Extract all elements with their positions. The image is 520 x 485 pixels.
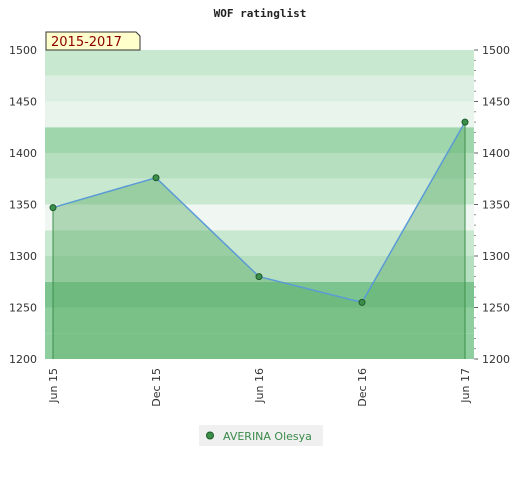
data-point[interactable]	[152, 174, 160, 182]
period-badge: 2015-2017	[45, 31, 141, 51]
legend-box	[199, 425, 323, 446]
data-point[interactable]	[358, 298, 366, 306]
background-band	[45, 153, 474, 179]
series-area	[53, 122, 465, 359]
background-band	[45, 101, 474, 128]
data-point[interactable]	[49, 204, 57, 212]
period-badge-box	[45, 31, 141, 51]
chart-title: WOF ratinglist	[214, 7, 307, 20]
data-point[interactable]	[255, 273, 263, 281]
x-tick-label: Dec 16	[356, 368, 369, 407]
x-tick-label: Jun 15	[47, 368, 60, 404]
y-tick-label-left: 1300	[9, 250, 37, 263]
y-tick-label-right: 1300	[482, 250, 510, 263]
y-axis-right: 1200 1250 1300 1350 1400 1450 1500	[474, 44, 510, 366]
y-tick-label-right: 1500	[482, 44, 510, 57]
y-tick-label-right: 1400	[482, 147, 510, 160]
y-tick-label-left: 1500	[9, 44, 37, 57]
data-points	[49, 118, 469, 306]
y-tick-label-left: 1200	[9, 353, 37, 366]
background-band	[45, 230, 474, 256]
background-band	[45, 204, 474, 231]
background-band	[45, 127, 474, 153]
y-tick-label-right: 1450	[482, 96, 510, 109]
x-tick-label: Jun 17	[459, 368, 472, 404]
y-tick-label-left: 1450	[9, 96, 37, 109]
background-band	[45, 50, 474, 76]
y-axis-left: 1200 1250 1300 1350 1400 1450 1500	[9, 44, 37, 366]
legend[interactable]: AVERINA Olesya	[199, 425, 323, 446]
period-badge-label: 2015-2017	[51, 35, 122, 50]
background-band	[45, 75, 474, 102]
x-tick-label: Jun 16	[253, 368, 266, 404]
legend-series-label: AVERINA Olesya	[223, 430, 312, 443]
legend-marker	[206, 431, 214, 440]
background-band	[45, 281, 474, 308]
x-axis: Jun 15 Dec 15 Jun 16 Dec 16 Jun 17	[47, 368, 472, 407]
y-tick-label-right: 1250	[482, 302, 510, 315]
y-tick-label-left: 1400	[9, 147, 37, 160]
data-point[interactable]	[461, 118, 469, 126]
y-tick-label-right: 1200	[482, 353, 510, 366]
background-bands	[45, 50, 474, 359]
background-band	[45, 178, 474, 205]
background-band	[45, 333, 474, 359]
y-tick-label-right: 1350	[482, 199, 510, 212]
background-band	[45, 307, 474, 334]
y-tick-label-left: 1250	[9, 302, 37, 315]
y-tick-label-left: 1350	[9, 199, 37, 212]
x-tick-label: Dec 15	[150, 368, 163, 407]
